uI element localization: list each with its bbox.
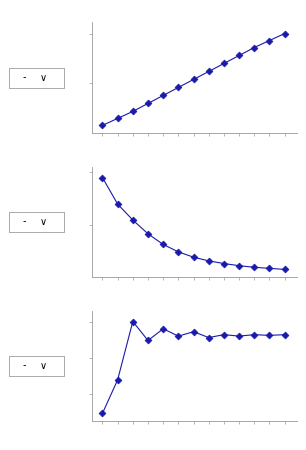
Text: -: - [23, 216, 26, 226]
Text: -: - [23, 360, 26, 370]
Text: -: - [23, 72, 26, 82]
Text: ∨: ∨ [40, 217, 47, 227]
Text: ∨: ∨ [40, 361, 47, 371]
Text: ∨: ∨ [40, 73, 47, 83]
